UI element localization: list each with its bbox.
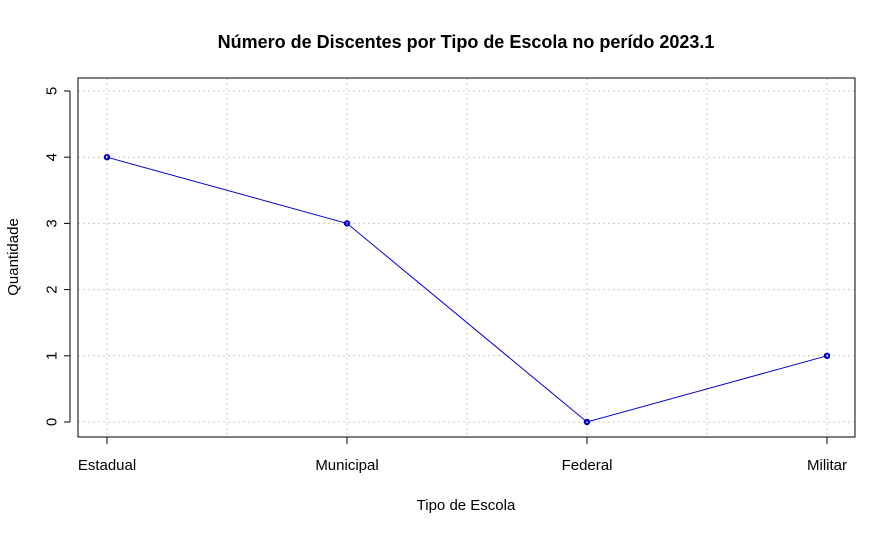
x-tick-label-estadual: Estadual [78,457,136,474]
series-line [106,156,828,423]
x-tick-label-militar: Militar [807,457,847,474]
y-tick-label: 5 [44,87,61,95]
data-point-militar [823,352,831,359]
y-tick-label: 0 [44,418,61,426]
x-tick-label-municipal: Municipal [315,457,378,474]
y-tick-label: 3 [44,219,61,227]
y-tick-label: 1 [44,352,61,360]
grid-lines [78,78,855,437]
y-tick-label: 4 [44,153,61,161]
data-point-federal [583,418,591,426]
y-tick-label: 2 [44,285,61,293]
x-axis-label: Tipo de Escola [417,497,516,514]
series [103,154,831,426]
data-point-estadual [103,154,111,161]
x-tick-label-federal: Federal [562,457,613,474]
data-point-municipal [343,220,351,227]
chart-title: Número de Discentes por Tipo de Escola n… [218,32,715,52]
axes: 0 1 2 3 4 5 Estadual Municipal Federal Militar [44,87,848,474]
y-axis-label: Quantidade [5,218,22,296]
